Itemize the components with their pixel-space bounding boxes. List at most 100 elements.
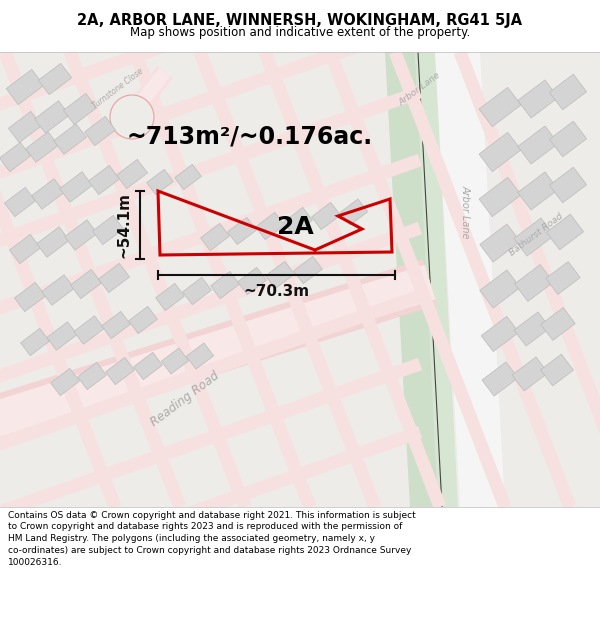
Polygon shape	[32, 179, 64, 209]
Text: Map shows position and indicative extent of the property.: Map shows position and indicative extent…	[130, 26, 470, 39]
Polygon shape	[480, 270, 520, 308]
Polygon shape	[311, 202, 340, 229]
Text: 2A, ARBOR LANE, WINNERSH, WOKINGHAM, RG41 5JA: 2A, ARBOR LANE, WINNERSH, WOKINGHAM, RG4…	[77, 13, 523, 28]
Polygon shape	[92, 216, 124, 244]
Polygon shape	[116, 159, 148, 189]
Polygon shape	[50, 368, 79, 396]
Polygon shape	[415, 52, 458, 507]
Polygon shape	[35, 101, 70, 133]
Polygon shape	[194, 49, 381, 509]
Polygon shape	[65, 220, 97, 250]
Polygon shape	[101, 311, 130, 339]
Polygon shape	[550, 121, 587, 157]
Polygon shape	[85, 116, 115, 146]
Polygon shape	[518, 172, 558, 210]
Polygon shape	[480, 224, 520, 262]
Polygon shape	[515, 264, 553, 301]
Polygon shape	[8, 111, 41, 142]
Polygon shape	[0, 49, 186, 509]
Polygon shape	[6, 69, 44, 104]
Polygon shape	[64, 49, 251, 509]
Polygon shape	[64, 93, 97, 124]
Polygon shape	[71, 269, 101, 299]
Polygon shape	[385, 52, 440, 507]
Polygon shape	[129, 49, 316, 509]
Polygon shape	[0, 86, 422, 253]
Polygon shape	[479, 132, 521, 172]
Polygon shape	[10, 234, 40, 264]
Polygon shape	[0, 259, 437, 460]
Polygon shape	[324, 49, 511, 509]
Polygon shape	[518, 126, 558, 164]
Polygon shape	[479, 177, 521, 217]
Polygon shape	[284, 208, 313, 234]
Polygon shape	[546, 262, 580, 294]
Polygon shape	[98, 263, 130, 292]
Text: Reading Road: Reading Road	[148, 369, 222, 429]
Polygon shape	[60, 172, 92, 202]
Polygon shape	[482, 362, 518, 396]
Polygon shape	[293, 256, 322, 284]
Polygon shape	[37, 227, 69, 258]
Polygon shape	[124, 68, 170, 121]
Polygon shape	[54, 124, 86, 154]
Polygon shape	[77, 362, 106, 389]
Polygon shape	[454, 49, 600, 509]
Polygon shape	[47, 322, 77, 350]
Polygon shape	[514, 218, 554, 256]
Polygon shape	[0, 49, 121, 509]
Polygon shape	[14, 282, 46, 312]
Polygon shape	[106, 357, 134, 384]
Polygon shape	[266, 261, 295, 289]
Polygon shape	[26, 132, 58, 162]
Polygon shape	[514, 312, 550, 346]
Polygon shape	[389, 49, 576, 509]
Polygon shape	[479, 88, 521, 127]
Polygon shape	[550, 74, 587, 110]
Polygon shape	[0, 18, 422, 185]
Polygon shape	[541, 354, 574, 386]
Polygon shape	[0, 0, 422, 49]
Polygon shape	[0, 290, 422, 457]
Polygon shape	[182, 278, 211, 304]
Polygon shape	[122, 66, 173, 123]
Polygon shape	[259, 49, 446, 509]
Polygon shape	[0, 222, 422, 389]
Polygon shape	[175, 164, 201, 189]
Polygon shape	[518, 80, 558, 118]
Polygon shape	[227, 217, 256, 244]
Polygon shape	[134, 352, 163, 379]
Polygon shape	[200, 223, 229, 251]
Polygon shape	[147, 169, 173, 194]
Polygon shape	[20, 328, 49, 356]
Polygon shape	[238, 268, 266, 294]
Polygon shape	[550, 168, 587, 202]
Polygon shape	[541, 308, 575, 341]
Polygon shape	[42, 275, 74, 305]
Polygon shape	[211, 271, 239, 299]
Polygon shape	[187, 343, 214, 369]
Polygon shape	[128, 306, 157, 334]
Text: 2A: 2A	[277, 215, 313, 239]
Polygon shape	[0, 154, 422, 321]
Polygon shape	[5, 188, 35, 217]
Polygon shape	[0, 265, 436, 454]
Polygon shape	[0, 142, 31, 172]
Text: Arbor Lane: Arbor Lane	[398, 71, 442, 108]
Polygon shape	[481, 316, 519, 352]
Polygon shape	[161, 348, 188, 374]
Text: Bathurst Road: Bathurst Road	[508, 212, 565, 258]
Polygon shape	[0, 358, 422, 525]
Polygon shape	[74, 316, 104, 344]
Polygon shape	[0, 0, 422, 117]
Polygon shape	[547, 214, 584, 250]
Polygon shape	[340, 199, 368, 225]
Polygon shape	[155, 283, 184, 311]
Polygon shape	[89, 166, 119, 194]
Text: Turnstone Close: Turnstone Close	[91, 67, 145, 111]
Polygon shape	[435, 52, 505, 507]
Text: Contains OS data © Crown copyright and database right 2021. This information is : Contains OS data © Crown copyright and d…	[8, 511, 416, 567]
Text: ~70.3m: ~70.3m	[244, 284, 310, 299]
Polygon shape	[256, 213, 284, 239]
Text: Arbor Lane: Arbor Lane	[461, 185, 471, 239]
